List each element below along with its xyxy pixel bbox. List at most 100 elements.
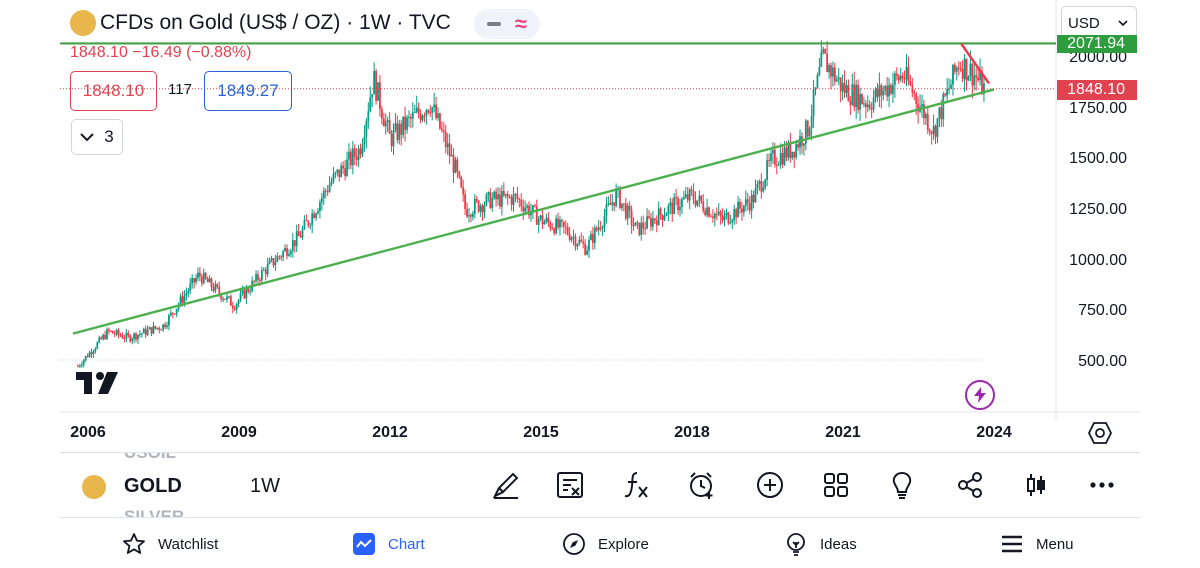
candle-body	[938, 107, 941, 119]
chart-type-button[interactable]	[1020, 469, 1052, 501]
candle-body	[584, 243, 587, 255]
candle-body	[481, 205, 484, 213]
sell-price-button[interactable]: 1848.10	[70, 71, 157, 111]
candle-body	[613, 202, 616, 206]
more-button[interactable]	[1086, 469, 1118, 501]
flash-icon[interactable]	[965, 380, 995, 410]
candle-body	[239, 293, 242, 301]
candle-body	[969, 63, 972, 77]
alert-button[interactable]	[686, 469, 718, 501]
formula-icon	[624, 472, 648, 498]
candle-body	[739, 201, 741, 209]
add-button[interactable]	[754, 469, 786, 501]
drawing-tool-button[interactable]	[490, 469, 522, 501]
candle-body	[508, 197, 511, 199]
candle-body	[884, 85, 887, 91]
chart-chip-group[interactable]: ≈	[474, 9, 540, 39]
candle-body	[253, 280, 255, 282]
candle-body	[665, 213, 668, 217]
watchlist-next-symbol[interactable]: SILVER	[124, 507, 185, 518]
candle-body	[822, 49, 825, 53]
nav-explore[interactable]: Explore	[562, 528, 649, 560]
candle-body	[249, 290, 252, 292]
candle-body	[259, 280, 261, 282]
candle-body	[382, 118, 385, 127]
price-chart[interactable]	[0, 0, 1200, 460]
candle-body	[648, 216, 650, 218]
candle-body	[330, 181, 333, 185]
candle-body	[226, 296, 228, 300]
notes-button[interactable]	[554, 469, 586, 501]
candle-body	[772, 149, 774, 154]
candle-body	[708, 207, 710, 217]
candle-body	[332, 173, 335, 182]
candle-body	[700, 195, 703, 202]
nav-chart[interactable]: Chart	[352, 528, 425, 560]
indicators-toggle-button[interactable]: 3	[71, 119, 123, 155]
candle-body	[863, 103, 865, 105]
candle-body	[187, 290, 190, 294]
candle-body	[924, 113, 927, 119]
candle-body	[156, 327, 159, 329]
nav-menu[interactable]: Menu	[1000, 528, 1074, 560]
candle-body	[828, 65, 830, 73]
nav-watchlist[interactable]: Watchlist	[122, 528, 218, 560]
candle-body	[804, 120, 807, 144]
layouts-button[interactable]	[820, 469, 852, 501]
candle-body	[901, 75, 904, 79]
candle-body	[404, 116, 406, 130]
candle-body	[291, 240, 294, 251]
alert-clock-icon	[690, 472, 713, 499]
candle-body	[373, 71, 376, 95]
candle-body	[377, 82, 379, 101]
nav-ideas[interactable]: Ideas	[784, 528, 857, 560]
more-icon	[1090, 482, 1114, 488]
candle-body	[549, 222, 552, 229]
candle-body	[917, 103, 920, 112]
candle-body	[342, 165, 345, 169]
candle-body	[471, 213, 474, 217]
candle-body	[851, 84, 854, 105]
candle-body	[125, 332, 128, 339]
candle-body	[84, 356, 87, 361]
candle-body	[228, 296, 230, 298]
horizontal-line-price-tag: 2071.94	[1057, 35, 1137, 53]
symbol-title[interactable]: CFDs on Gold (US$ / OZ) · 1W · TVC	[100, 11, 451, 34]
candle-body	[607, 203, 610, 205]
share-button[interactable]	[954, 469, 986, 501]
symbol-name[interactable]: GOLD	[124, 475, 182, 497]
candle-body	[127, 332, 130, 336]
candle-body	[326, 191, 329, 193]
candle-body	[491, 198, 494, 208]
candle-body	[868, 104, 871, 109]
candle-body	[78, 365, 81, 367]
watchlist-prev-symbol[interactable]: USOIL	[124, 452, 176, 462]
candle-body	[597, 227, 600, 231]
resolution-button[interactable]: 1W	[250, 475, 280, 497]
candle-body	[957, 67, 960, 69]
minus-icon[interactable]	[486, 22, 501, 26]
candle-body	[367, 111, 370, 121]
candle-body	[640, 222, 643, 235]
candle-body	[638, 222, 641, 235]
candle-body	[979, 71, 981, 81]
candle-body	[609, 203, 612, 205]
candle-body	[847, 85, 850, 102]
tradingview-logo-icon	[76, 372, 118, 394]
candle-body	[777, 164, 780, 166]
candle-body	[497, 194, 499, 200]
candle-body	[137, 334, 139, 340]
time-tick-label: 2024	[976, 424, 1012, 441]
candle-body	[657, 208, 660, 226]
time-tick-label: 2009	[221, 424, 257, 441]
candle-body	[524, 207, 527, 212]
ideas-tool-button[interactable]	[886, 469, 918, 501]
candle-body	[752, 194, 755, 203]
buy-price-button[interactable]: 1849.27	[204, 71, 292, 111]
candle-body	[983, 83, 985, 95]
chart-settings-icon[interactable]	[1088, 422, 1112, 444]
approx-icon[interactable]: ≈	[514, 11, 527, 36]
indicators-button[interactable]	[620, 469, 652, 501]
candle-body	[411, 112, 414, 119]
candle-body	[528, 205, 530, 216]
